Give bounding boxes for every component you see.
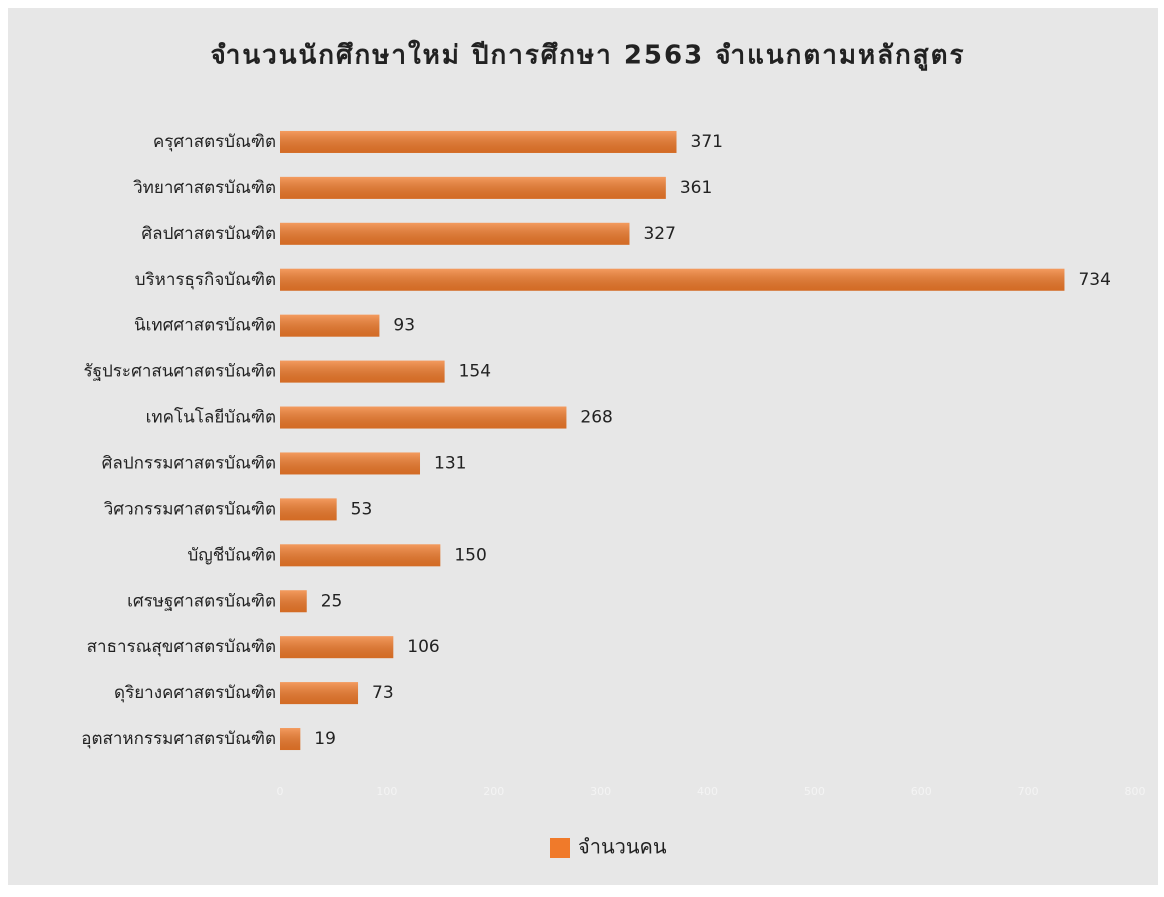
x-tick-label: 400 <box>697 785 718 798</box>
value-label: 131 <box>434 453 466 473</box>
value-label: 93 <box>393 316 415 336</box>
y-tick-label: ครุศาสตรบัณฑิต <box>153 132 276 152</box>
value-label: 371 <box>691 132 723 152</box>
y-tick-label: ศิลปกรรมศาสตรบัณฑิต <box>102 453 276 473</box>
bar-shade <box>280 176 666 199</box>
legend-label: จำนวนคน <box>578 835 667 859</box>
value-label: 25 <box>321 591 343 611</box>
value-label: 73 <box>372 683 394 703</box>
y-tick-label: นิเทศศาสตรบัณฑิต <box>134 316 276 336</box>
bar-shade <box>280 590 307 613</box>
bar-shade <box>280 314 380 337</box>
y-tick-label: ศิลปศาสตรบัณฑิต <box>141 224 276 244</box>
y-tick-label: บัญชีบัณฑิต <box>187 545 276 565</box>
bar-shade <box>280 682 359 705</box>
bar-shade <box>280 544 441 567</box>
y-tick-label: อุตสาหกรรมศาสตรบัณฑิต <box>81 729 276 749</box>
x-tick-label: 200 <box>483 785 504 798</box>
y-tick-label: วิทยาศาสตรบัณฑิต <box>133 178 276 198</box>
value-label: 734 <box>1078 270 1110 290</box>
y-tick-label: ดุริยางคศาสตรบัณฑิต <box>114 683 276 703</box>
value-label: 106 <box>407 637 439 657</box>
value-label: 327 <box>643 224 675 244</box>
x-tick-label: 300 <box>590 785 611 798</box>
bar-shade <box>280 728 301 751</box>
value-label: 268 <box>580 408 612 428</box>
legend-swatch <box>550 838 570 858</box>
value-label: 53 <box>351 499 373 519</box>
x-tick-label: 600 <box>911 785 932 798</box>
value-label: 361 <box>680 178 712 198</box>
x-tick-label: 0 <box>277 785 284 798</box>
bar-shade <box>280 406 567 429</box>
y-tick-label: วิศวกรรมศาสตรบัณฑิต <box>103 499 276 519</box>
value-label: 150 <box>454 545 486 565</box>
x-tick-label: 500 <box>804 785 825 798</box>
y-tick-label: เศรษฐศาสตรบัณฑิต <box>127 591 276 611</box>
value-label: 19 <box>314 729 336 749</box>
bar-shade <box>280 222 630 245</box>
chart-background <box>8 8 1158 885</box>
x-tick-label: 100 <box>376 785 397 798</box>
bar-shade <box>280 636 394 659</box>
x-tick-label: 700 <box>1018 785 1039 798</box>
x-tick-label: 800 <box>1125 785 1146 798</box>
bar-shade <box>280 268 1065 291</box>
bar-shade <box>280 360 445 383</box>
y-tick-label: สาธารณสุขศาสตรบัณฑิต <box>87 637 276 657</box>
y-tick-label: บริหารธุรกิจบัณฑิต <box>135 270 276 290</box>
bar-shade <box>280 452 421 475</box>
chart-title: จำนวนนักศึกษาใหม่ ปีการศึกษา 2563 จำแนกต… <box>210 40 965 72</box>
bar-shade <box>280 130 677 153</box>
y-tick-label: เทคโนโลยีบัณฑิต <box>146 407 276 428</box>
bar-shade <box>280 498 337 521</box>
value-label: 154 <box>459 362 491 382</box>
y-tick-label: รัฐประศาสนศาสตรบัณฑิต <box>84 362 277 382</box>
